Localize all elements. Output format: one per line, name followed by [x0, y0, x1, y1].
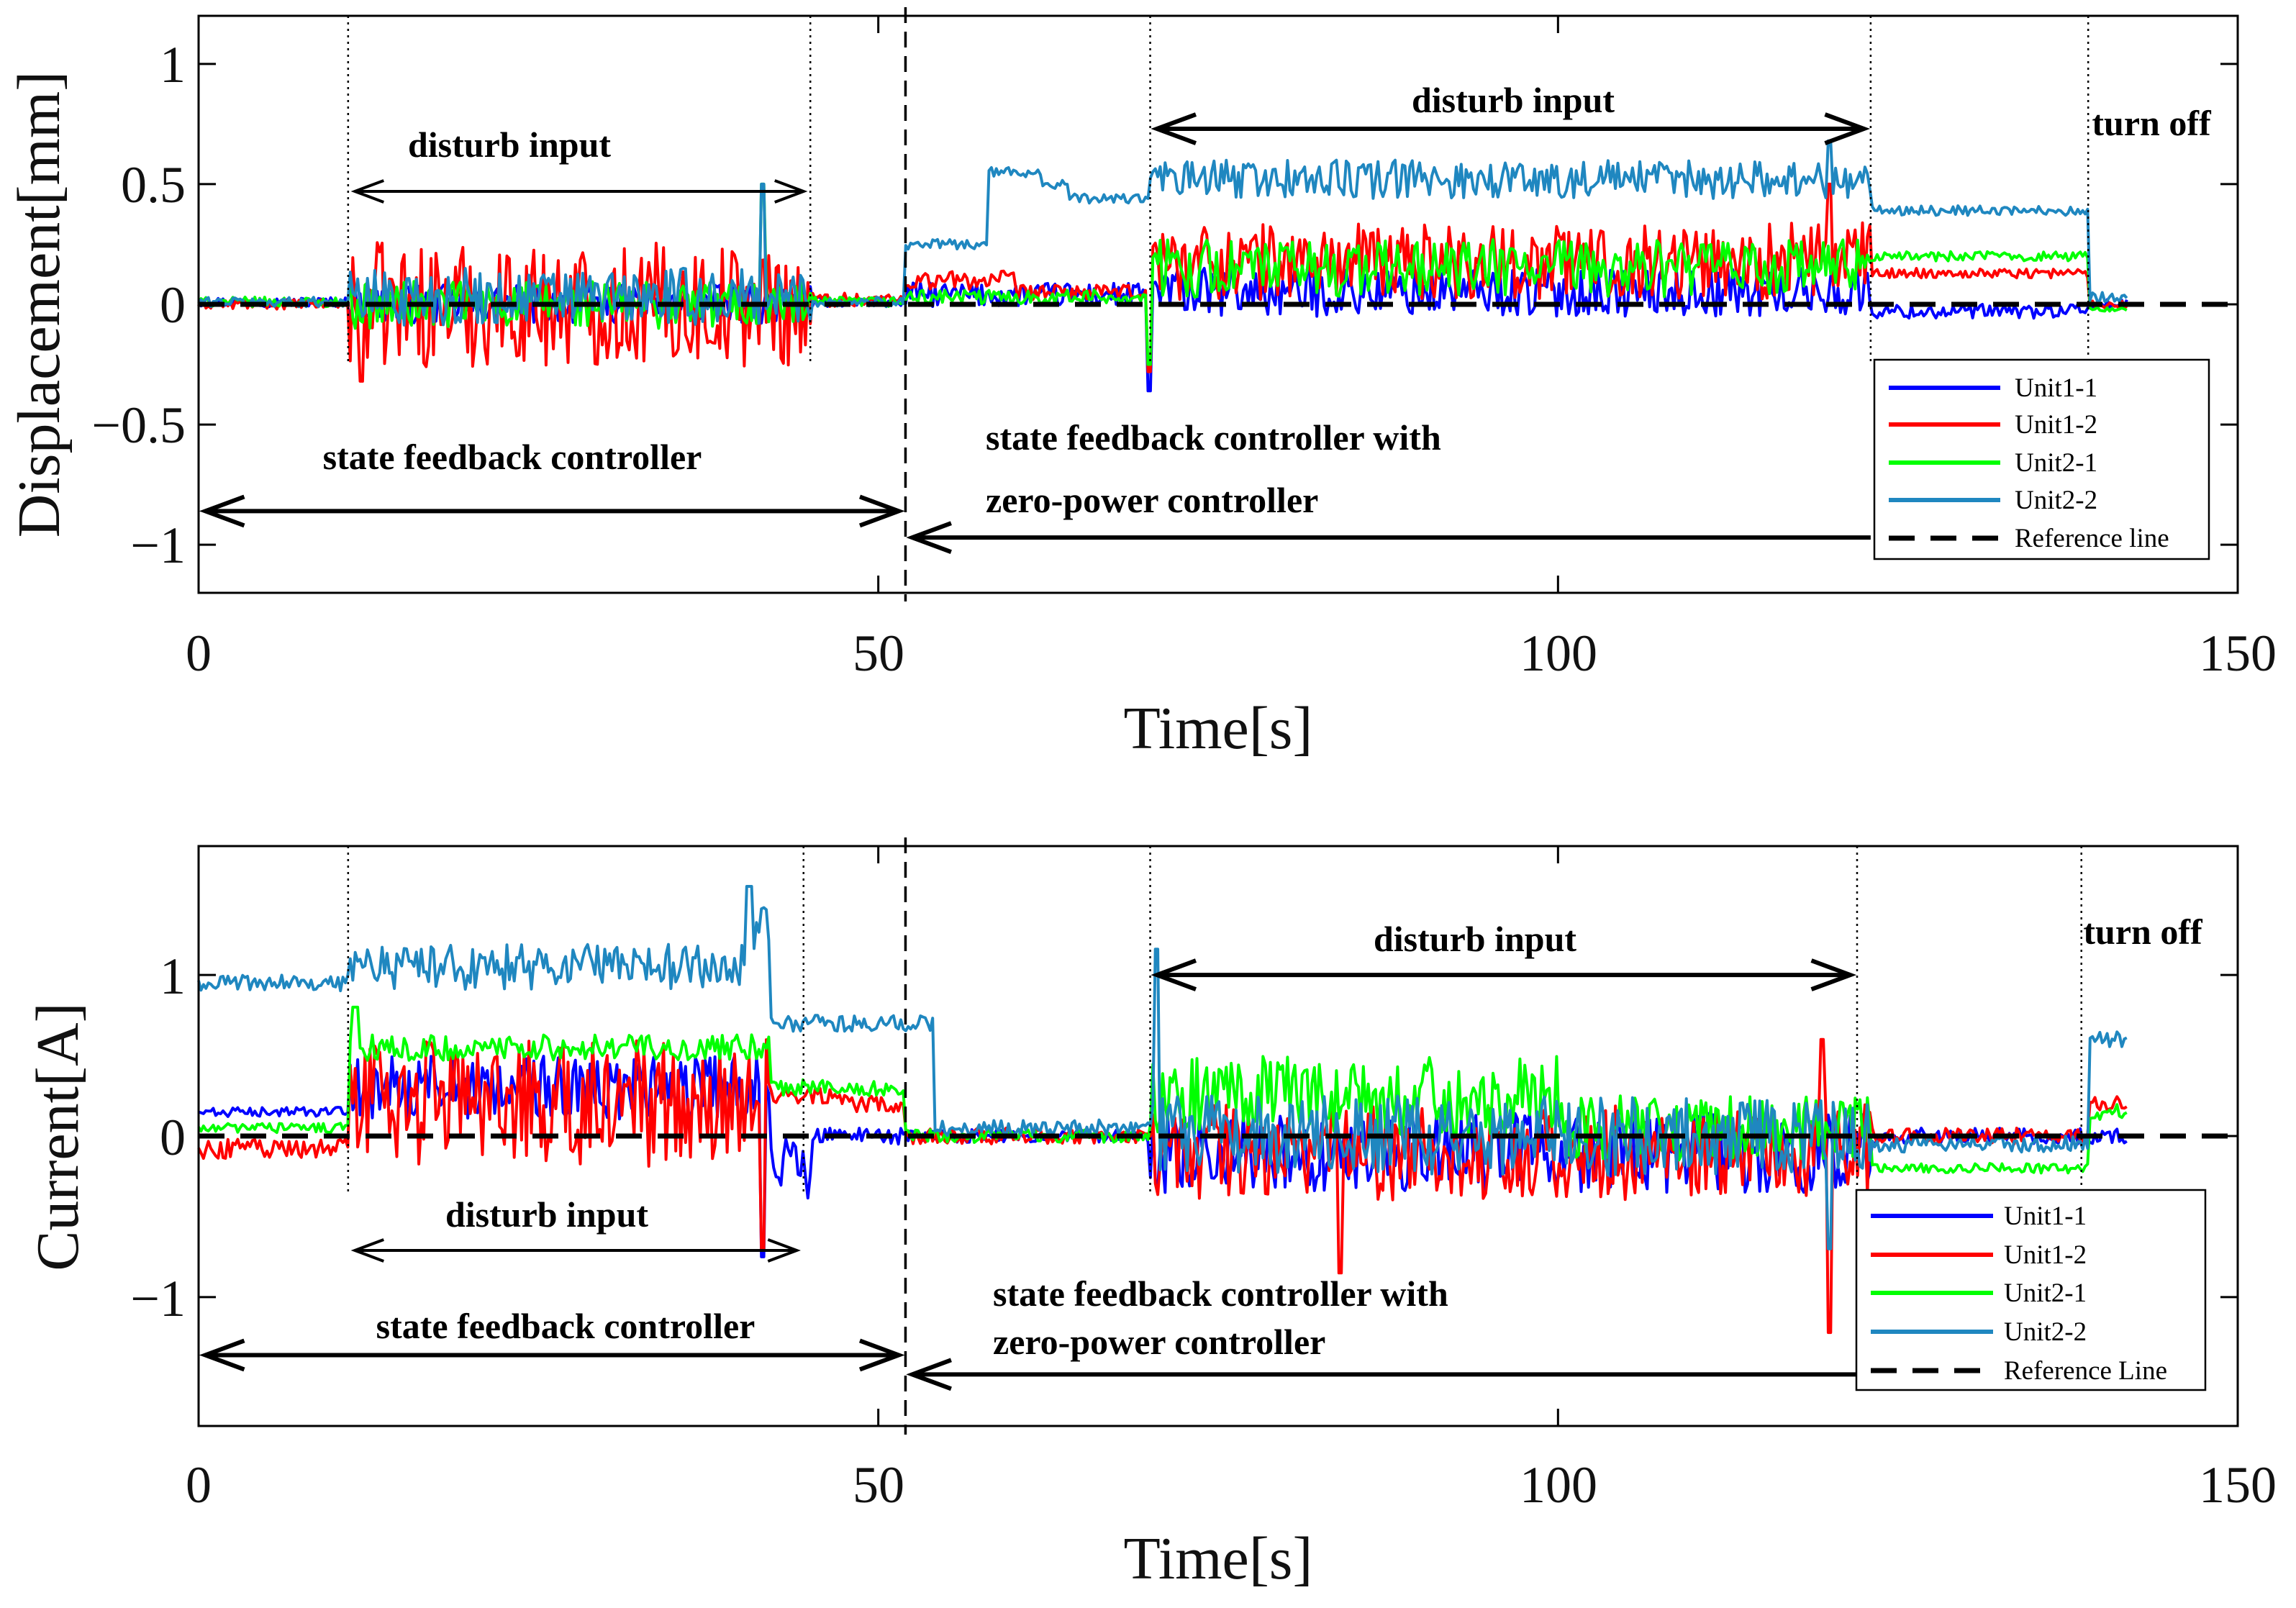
displacement-ytick-1: 1 [160, 36, 186, 94]
displacement-annotation-zero-power-line2: zero-power controller [986, 480, 1318, 520]
displacement-legend-label-unit2-2: Unit2-2 [2015, 486, 2097, 515]
current-data-lines [197, 885, 2128, 1335]
current-legend-label-unit1-1: Unit1-1 [2004, 1202, 2087, 1231]
displacement-xtick-100: 100 [1520, 624, 1597, 682]
current-x-axis-label: Time[s] [1124, 1525, 1313, 1592]
displacement-annotation-turn-off: turn off [2092, 103, 2212, 143]
displacement-annotation-state-feedback: state feedback controller [323, 437, 702, 477]
current-arrow-2-head-end [858, 1338, 905, 1372]
current-xtick-50: 50 [853, 1456, 904, 1514]
displacement-legend: Unit1-1 Unit1-2 Unit2-1 Unit2-2 Referenc… [1873, 358, 2210, 560]
current-arrow-1-head-end [767, 1238, 802, 1263]
current-xtick-150: 150 [2199, 1456, 2277, 1514]
displacement-arrow-0-head-end [774, 179, 808, 204]
current-tick-marks [197, 846, 2239, 1426]
displacement-marker-lines [347, 7, 2089, 601]
current-y-axis-label: Current[A] [24, 1002, 91, 1271]
displacement-legend-label-reference: Reference line [2015, 524, 2169, 553]
current-arrow-0-head-start [1151, 958, 1197, 991]
current-arrow-1-head-start [350, 1238, 384, 1263]
displacement-arrow-2-head-start [199, 494, 245, 528]
current-legend-label-reference: Reference Line [2004, 1356, 2167, 1386]
displacement-x-axis-label: Time[s] [1124, 695, 1313, 762]
displacement-arrow-2-head-end [858, 494, 905, 528]
current-annotation-arrows [199, 958, 1857, 1391]
current-legend-label-unit1-2: Unit1-2 [2004, 1240, 2087, 1270]
current-arrow-1 [350, 1238, 802, 1263]
current-legend-label-unit2-2: Unit2-2 [2004, 1317, 2087, 1347]
displacement-arrow-0-head-start [350, 179, 384, 204]
displacement-xtick-150: 150 [2199, 624, 2277, 682]
displacement-arrow-0 [350, 179, 808, 204]
current-xtick-0: 0 [186, 1456, 212, 1514]
current-annotation-zero-power-line2: zero-power controller [993, 1322, 1325, 1362]
current-annotation-state-feedback: state feedback controller [376, 1306, 755, 1346]
current-arrow-2 [199, 1338, 905, 1372]
current-arrow-3-head-end [906, 1358, 952, 1391]
displacement-series-unit2-2 [197, 139, 2128, 327]
current-series-unit2-2 [197, 885, 2128, 1250]
current-legend-box [1855, 1189, 2207, 1391]
current-xtick-100: 100 [1520, 1456, 1597, 1514]
displacement-legend-box [1873, 358, 2210, 560]
displacement-arrow-3 [906, 521, 1871, 554]
current-annotation-disturb-input-right: disturb input [1374, 919, 1576, 959]
displacement-legend-label-unit1-2: Unit1-2 [2015, 410, 2097, 440]
displacement-tick-marks [197, 16, 2239, 593]
displacement-data-lines [197, 139, 2128, 393]
current-annotation-disturb-input-left: disturb input [445, 1194, 648, 1235]
current-ytick-neg1: −1 [130, 1270, 186, 1327]
displacement-arrow-3-head-end [906, 521, 952, 554]
displacement-series-unit1-2 [197, 182, 2128, 383]
displacement-ytick-0: 0 [160, 276, 186, 334]
displacement-legend-label-unit1-1: Unit1-1 [2015, 373, 2097, 403]
displacement-xtick-50: 50 [853, 624, 904, 682]
current-ytick-0: 0 [160, 1109, 186, 1166]
current-arrow-2-head-start [199, 1338, 245, 1372]
current-arrow-3 [906, 1358, 1857, 1391]
displacement-ytick-neg0.5: −0.5 [91, 396, 186, 454]
current-legend: Unit1-1 Unit1-2 Unit2-1 Unit2-2 Referenc… [1855, 1189, 2207, 1391]
current-arrow-0-head-end [1810, 958, 1857, 991]
current-chart: 1 0 −1 0 50 100 150 Time[s] Current[A] d… [24, 837, 2277, 1592]
displacement-y-axis-label: Displacement[mm] [6, 71, 73, 537]
current-marker-lines [347, 837, 2082, 1435]
displacement-arrow-1 [1151, 112, 1871, 145]
displacement-annotation-disturb-input-left: disturb input [408, 124, 611, 165]
displacement-annotation-arrows [199, 112, 1871, 554]
displacement-arrow-1-head-start [1151, 112, 1197, 145]
displacement-ytick-neg1: −1 [130, 517, 186, 574]
current-annotation-zero-power-line1: state feedback controller with [993, 1273, 1448, 1314]
current-legend-label-unit2-1: Unit2-1 [2004, 1278, 2087, 1308]
current-annotation-turn-off: turn off [2083, 912, 2203, 952]
displacement-chart: 1 0.5 0 −0.5 −1 0 50 100 150 Time[s] Dis… [6, 7, 2277, 762]
displacement-arrow-1-head-end [1824, 112, 1871, 145]
displacement-annotation-zero-power-line1: state feedback controller with [986, 417, 1441, 458]
current-series-unit1-2 [197, 1037, 2128, 1335]
displacement-legend-label-unit2-1: Unit2-1 [2015, 448, 2097, 478]
displacement-arrow-2 [199, 494, 905, 528]
displacement-xtick-0: 0 [186, 624, 212, 682]
current-arrow-0 [1151, 958, 1857, 991]
displacement-ytick-0.5: 0.5 [121, 156, 186, 214]
displacement-annotation-disturb-input-right: disturb input [1412, 80, 1615, 120]
current-ytick-1: 1 [160, 948, 186, 1005]
